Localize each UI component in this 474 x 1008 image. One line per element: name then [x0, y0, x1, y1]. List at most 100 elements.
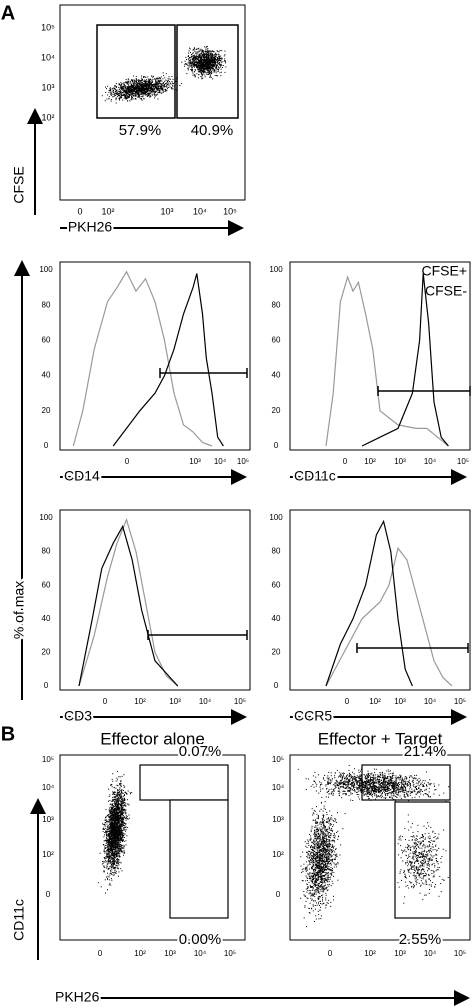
- dot: [110, 91, 112, 93]
- dot: [202, 74, 204, 75]
- dot: [207, 69, 209, 71]
- dot: [117, 801, 119, 803]
- dot: [135, 80, 137, 82]
- dot: [207, 57, 209, 59]
- dot: [333, 850, 335, 852]
- dot: [118, 832, 120, 834]
- dot: [105, 892, 107, 894]
- dot: [152, 84, 154, 86]
- dot: [120, 790, 122, 792]
- dot: [113, 839, 115, 841]
- dot: [209, 59, 211, 61]
- dot: [156, 86, 157, 88]
- dot: [312, 858, 314, 860]
- dot: [120, 781, 122, 782]
- dot: [151, 85, 153, 87]
- dot: [197, 58, 199, 60]
- dot: [208, 61, 209, 63]
- dot: [115, 846, 117, 848]
- dot: [203, 71, 205, 73]
- dot: [112, 827, 114, 829]
- dot: [134, 82, 136, 84]
- dot: [116, 830, 118, 831]
- dot: [122, 814, 123, 815]
- dot: [127, 80, 129, 82]
- dot: [309, 839, 311, 841]
- dot: [209, 63, 211, 65]
- dot: [121, 799, 123, 800]
- dot: [120, 797, 122, 799]
- dot: [198, 60, 200, 62]
- dot: [104, 839, 106, 841]
- dot: [125, 82, 127, 83]
- gate-percent: 57.9%: [119, 122, 162, 139]
- dot: [108, 848, 109, 850]
- dot: [214, 60, 216, 62]
- dot: [132, 91, 134, 93]
- dot: [113, 792, 115, 793]
- dot: [111, 865, 113, 867]
- dot: [198, 66, 200, 68]
- dot: [139, 85, 141, 86]
- dot: [123, 88, 125, 90]
- dot: [136, 91, 138, 93]
- dot: [144, 76, 146, 78]
- dot: [167, 78, 169, 80]
- dot: [199, 65, 201, 67]
- dot: [197, 62, 199, 64]
- dot: [117, 841, 119, 843]
- dot: [116, 94, 118, 95]
- dot: [119, 812, 121, 814]
- dot: [113, 805, 114, 807]
- dot: [190, 65, 192, 67]
- dot: [120, 838, 122, 839]
- dot: [120, 825, 122, 826]
- dot: [113, 834, 115, 835]
- dot: [113, 809, 115, 811]
- dot: [214, 56, 216, 58]
- dot: [112, 823, 114, 825]
- dot: [141, 87, 143, 88]
- dot: [215, 68, 217, 70]
- dot: [138, 81, 139, 83]
- dot: [208, 60, 209, 62]
- dot: [120, 837, 122, 839]
- dot: [112, 850, 113, 852]
- dot: [326, 866, 328, 868]
- dot: [201, 65, 203, 67]
- dot: [118, 864, 120, 866]
- dot: [118, 830, 120, 832]
- dot: [155, 80, 157, 82]
- dot: [105, 832, 107, 834]
- dot: [117, 803, 119, 805]
- dot: [119, 800, 121, 802]
- dot: [114, 828, 116, 830]
- dot: [195, 64, 197, 66]
- dot: [123, 797, 125, 799]
- dot: [118, 842, 120, 844]
- dot: [203, 56, 205, 58]
- dot: [126, 835, 128, 837]
- dot: [118, 835, 120, 837]
- dot: [202, 54, 204, 56]
- dot: [110, 831, 112, 832]
- dot: [113, 845, 115, 847]
- dot: [322, 879, 324, 880]
- dot: [109, 810, 111, 812]
- dot: [113, 854, 115, 856]
- dot: [169, 86, 171, 88]
- dot: [186, 73, 188, 75]
- dot: [305, 888, 307, 890]
- dot: [117, 845, 119, 846]
- dot: [123, 97, 125, 99]
- dot: [132, 86, 134, 88]
- dot: [111, 800, 113, 802]
- dot: [140, 80, 142, 82]
- dot: [109, 839, 111, 841]
- dot: [220, 62, 222, 64]
- dot: [115, 798, 117, 800]
- dot: [104, 100, 106, 102]
- dot: [146, 79, 147, 81]
- dot: [201, 68, 202, 70]
- dot: [114, 850, 116, 852]
